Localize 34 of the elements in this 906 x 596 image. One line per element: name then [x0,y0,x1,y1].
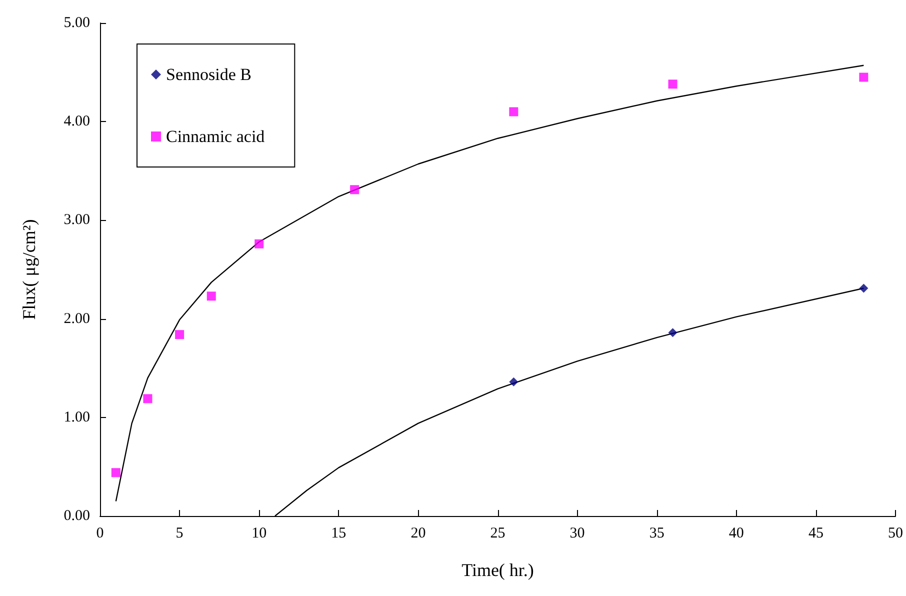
point [859,72,868,82]
y-tick-label: 0.00 [64,508,90,524]
x-axis-title: Time( hr.) [462,560,534,580]
x-tick-label: 10 [252,526,267,542]
x-tick-label: 25 [490,526,506,542]
x-tick-label: 15 [331,526,346,542]
legend-label: Sennoside B [166,65,252,84]
point [175,330,184,340]
point [668,80,678,89]
y-axis-title: Flux( μg/cm²) [19,219,39,320]
x-tick-label: 5 [176,526,184,542]
point [254,239,264,248]
y-tick-label: 5.00 [64,15,90,31]
x-tick-label: 45 [808,526,824,542]
line-series [115,64,864,502]
point [206,292,216,301]
y-tick-label: 4.00 [64,114,90,130]
legend-label: Cinnamic acid [166,127,266,146]
x-tick-label: 20 [410,526,426,542]
y-tick-label: 2.00 [64,310,90,327]
x-tick-label: 50 [888,526,903,542]
point [350,185,360,194]
x-tick-label: 40 [728,526,744,542]
point [509,107,518,116]
point [143,394,152,404]
point [509,377,518,386]
y-tick-label: 1.00 [64,409,90,426]
x-tick-label: 30 [570,526,585,542]
x-tick-label: 0 [96,526,104,542]
y-tick-label: 3.00 [64,212,90,228]
point [859,284,868,293]
point [111,468,120,478]
point [668,328,678,338]
x-tick-label: 35 [649,526,664,542]
